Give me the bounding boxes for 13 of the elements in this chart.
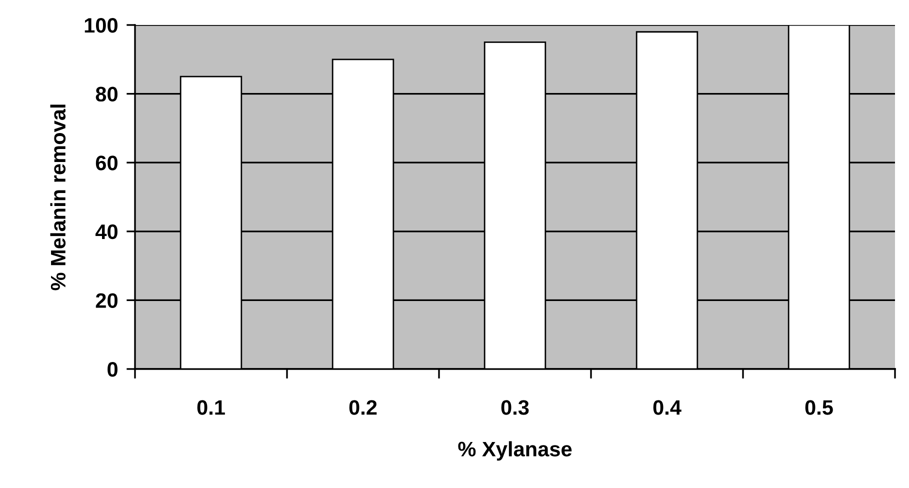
- x-tick-label: 0.2: [349, 400, 377, 415]
- x-tick-label: 0.3: [501, 400, 529, 415]
- x-tick-label: 0.1: [197, 400, 225, 415]
- x-tick-label: 0.5: [805, 400, 833, 415]
- y-tick-label: 80: [96, 86, 118, 102]
- y-axis-title: % Melanin removal: [50, 104, 66, 290]
- y-tick-label: 20: [96, 293, 118, 308]
- y-tick-label: 60: [96, 156, 118, 170]
- y-tick-label: 0: [108, 362, 118, 377]
- y-tick-label: 100: [84, 18, 118, 33]
- x-tick-label: 0.4: [653, 400, 682, 415]
- y-tick-label: 40: [95, 224, 118, 240]
- x-axis-title: % Xylanase: [458, 441, 572, 461]
